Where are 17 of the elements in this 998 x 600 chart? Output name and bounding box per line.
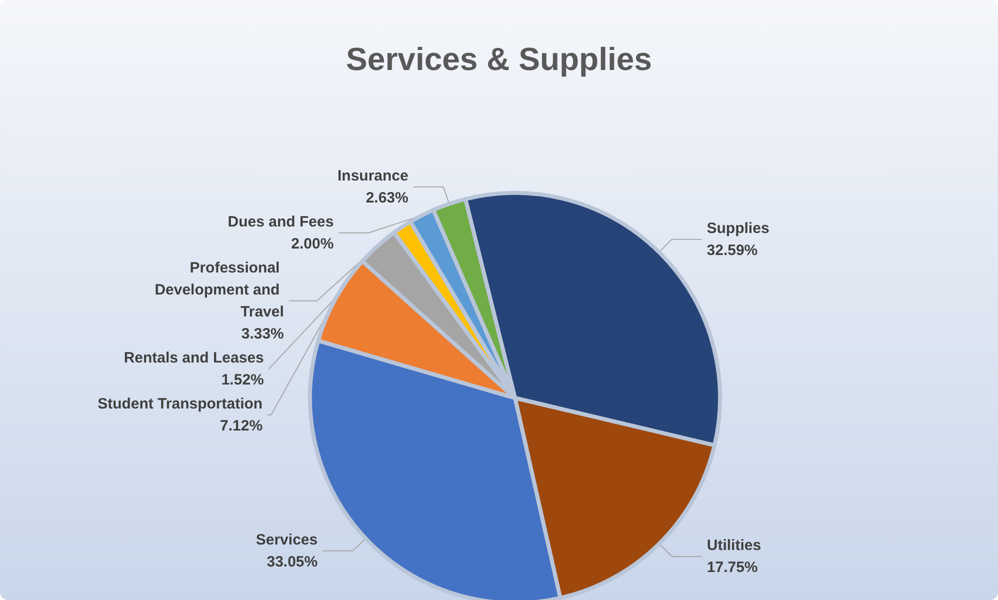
slice-label: Services [256,531,318,548]
slice-label: Student Transportation [98,395,263,412]
slice-label: Supplies [706,220,770,237]
data-label: 17.75% [706,558,758,576]
chart-title: Services & Supplies [346,41,652,77]
data-label: 33.05% [266,553,318,570]
data-label: 2.63% [366,189,408,206]
data-label: 32.59% [706,242,758,259]
data-label: 1.52% [221,371,264,388]
data-label: 3.33% [241,325,284,342]
slice-label: Dues and Fees [228,213,334,230]
data-label: 2.00% [291,235,334,252]
slice-label: Rentals and Leases [124,349,264,366]
slice-label: Utilities [706,536,762,554]
slice-label: Professional Development and Travel [154,259,284,320]
slice-label: Insurance [338,167,408,184]
data-label: 7.12% [220,417,263,434]
